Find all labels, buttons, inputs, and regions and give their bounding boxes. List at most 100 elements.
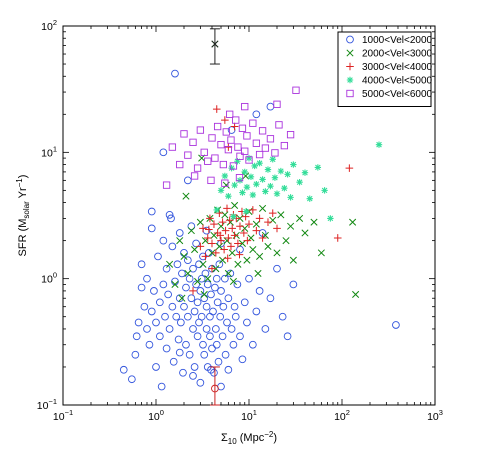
data-point bbox=[236, 332, 244, 341]
data-point bbox=[227, 136, 235, 144]
data-point bbox=[228, 224, 237, 233]
data-point bbox=[192, 239, 200, 248]
data-point bbox=[208, 264, 216, 273]
data-point bbox=[189, 372, 197, 380]
x-axis-label: Σ10 (Mpc−2) bbox=[221, 430, 277, 446]
data-point bbox=[216, 312, 225, 321]
data-point bbox=[234, 143, 242, 151]
data-point bbox=[196, 218, 204, 226]
data-point bbox=[249, 191, 257, 199]
y-tick-label: 10−1 bbox=[37, 397, 57, 412]
data-point bbox=[310, 218, 318, 226]
data-point bbox=[296, 179, 303, 186]
data-point bbox=[196, 287, 205, 295]
data-point bbox=[193, 298, 202, 307]
y-tick-label: 102 bbox=[41, 18, 57, 33]
data-point bbox=[306, 195, 313, 202]
data-point bbox=[223, 254, 232, 263]
data-point bbox=[269, 156, 276, 163]
error-bar-marker bbox=[211, 384, 219, 393]
data-point bbox=[199, 224, 207, 233]
data-point bbox=[238, 124, 247, 132]
data-point bbox=[189, 325, 197, 333]
plot-area bbox=[62, 25, 436, 406]
data-point bbox=[157, 382, 166, 391]
data-point bbox=[199, 340, 207, 349]
data-point bbox=[229, 340, 238, 349]
data-point bbox=[227, 242, 235, 251]
data-point bbox=[264, 166, 272, 173]
y-axis-label: SFR (Msolar Yr−1) bbox=[15, 175, 31, 257]
data-point bbox=[266, 135, 275, 143]
data-point bbox=[178, 294, 186, 302]
data-point bbox=[252, 226, 261, 235]
data-point bbox=[204, 275, 212, 283]
data-point bbox=[164, 290, 172, 299]
data-point bbox=[154, 252, 162, 261]
data-point bbox=[200, 350, 209, 359]
data-point bbox=[267, 182, 274, 190]
data-point bbox=[147, 307, 156, 316]
data-point bbox=[187, 294, 196, 303]
data-point bbox=[201, 252, 210, 261]
data-point bbox=[223, 204, 231, 213]
data-point bbox=[266, 102, 275, 111]
y-tick-label: 100 bbox=[41, 271, 57, 286]
data-point bbox=[183, 176, 192, 185]
data-point bbox=[221, 116, 229, 124]
data-point bbox=[266, 294, 275, 303]
data-point bbox=[137, 260, 146, 269]
data-point bbox=[155, 298, 164, 307]
data-point bbox=[245, 274, 253, 283]
data-point bbox=[231, 181, 238, 189]
data-point bbox=[292, 86, 300, 94]
data-point bbox=[256, 252, 264, 260]
data-point bbox=[208, 344, 216, 353]
data-point bbox=[193, 164, 202, 172]
data-point bbox=[182, 340, 190, 349]
data-point bbox=[241, 102, 249, 111]
data-point bbox=[147, 224, 156, 233]
data-point bbox=[243, 318, 251, 327]
data-point bbox=[230, 122, 239, 131]
x-tick-label: 103 bbox=[427, 408, 443, 423]
error-bar bbox=[209, 366, 220, 406]
data-point bbox=[187, 222, 196, 231]
data-point bbox=[220, 245, 228, 254]
data-point bbox=[349, 218, 357, 226]
data-point bbox=[221, 350, 230, 359]
data-point bbox=[256, 160, 263, 167]
data-point bbox=[208, 249, 216, 257]
legend-marker bbox=[346, 89, 354, 98]
data-point bbox=[314, 164, 322, 171]
data-point bbox=[327, 215, 334, 222]
data-point bbox=[215, 260, 224, 269]
y-tick-labels: 10−1 100 101 102 bbox=[37, 18, 57, 412]
data-point bbox=[217, 141, 225, 149]
data-point bbox=[143, 274, 151, 283]
data-point bbox=[217, 236, 225, 245]
data-point bbox=[159, 148, 168, 157]
data-point bbox=[321, 187, 328, 194]
data-point bbox=[333, 234, 342, 242]
data-point bbox=[208, 239, 216, 248]
data-point bbox=[264, 242, 272, 250]
data-point bbox=[225, 192, 232, 200]
error-bars bbox=[209, 28, 220, 406]
data-point bbox=[234, 239, 242, 248]
legend-item: 2000<Vel<3000 bbox=[346, 49, 433, 60]
data-point bbox=[206, 332, 214, 341]
data-point bbox=[184, 269, 192, 277]
data-point bbox=[245, 220, 253, 228]
x-tick-label: 102 bbox=[334, 408, 350, 423]
data-point bbox=[252, 110, 261, 119]
data-point bbox=[196, 126, 205, 134]
data-point bbox=[210, 220, 218, 228]
data-point bbox=[232, 116, 240, 124]
data-point bbox=[281, 185, 288, 192]
data-point bbox=[168, 302, 177, 311]
data-point bbox=[230, 231, 239, 240]
legend-label: 5000<Vel<6000 bbox=[362, 89, 433, 100]
data-point bbox=[252, 139, 261, 147]
